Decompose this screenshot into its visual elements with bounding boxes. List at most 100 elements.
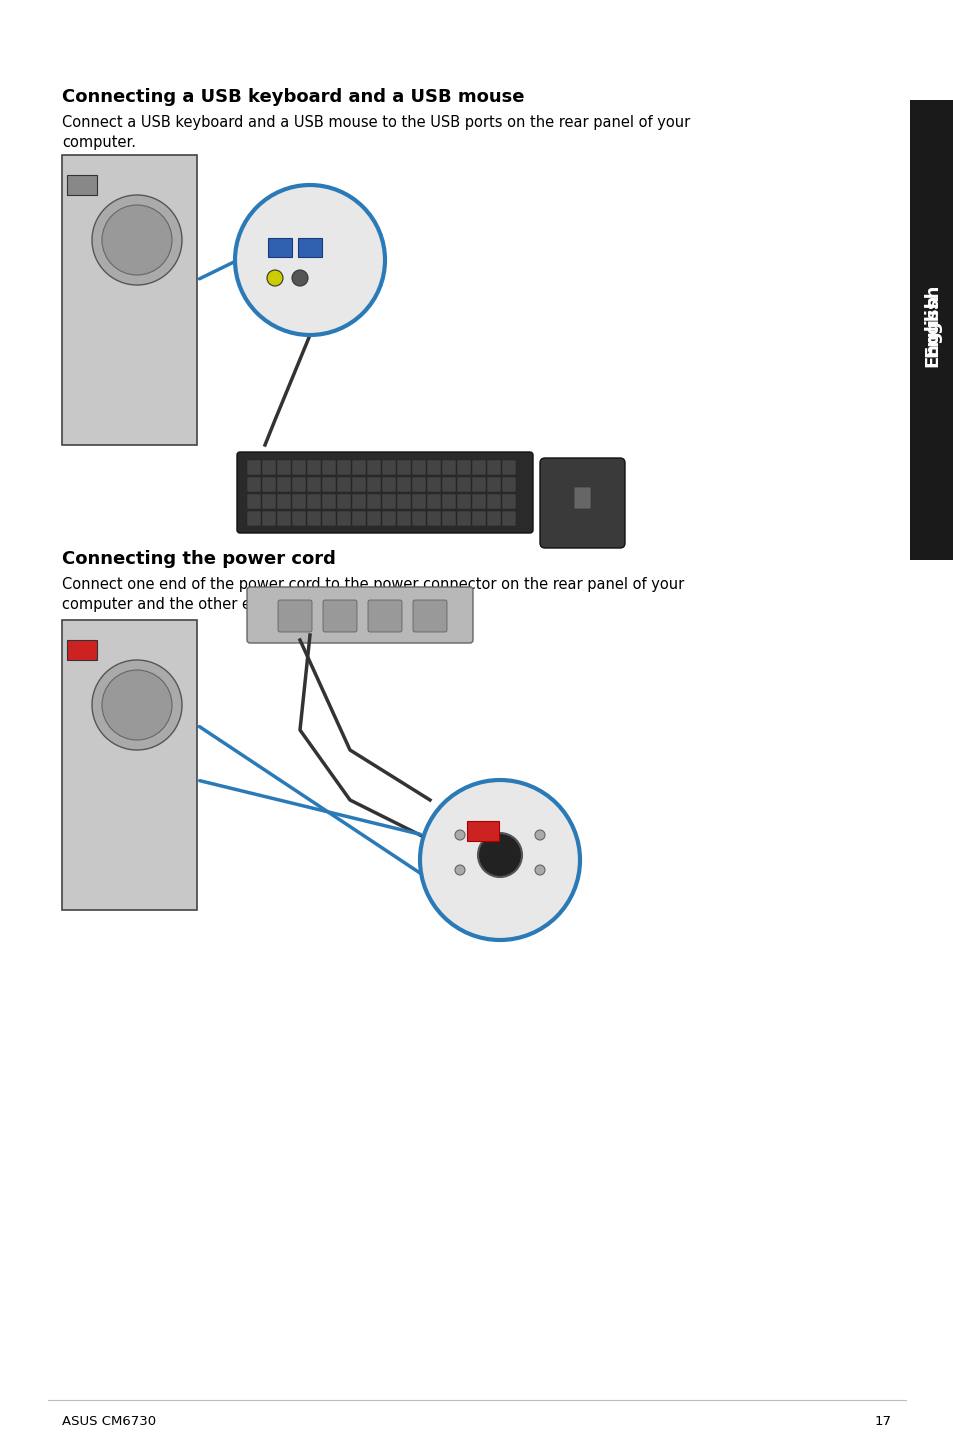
FancyBboxPatch shape (62, 620, 196, 910)
FancyBboxPatch shape (67, 175, 97, 196)
FancyBboxPatch shape (501, 495, 516, 509)
FancyBboxPatch shape (472, 510, 485, 526)
FancyBboxPatch shape (486, 510, 500, 526)
FancyBboxPatch shape (292, 477, 306, 492)
FancyBboxPatch shape (62, 155, 196, 444)
FancyBboxPatch shape (292, 510, 306, 526)
FancyBboxPatch shape (467, 821, 498, 841)
FancyBboxPatch shape (268, 239, 292, 257)
Circle shape (102, 670, 172, 741)
FancyBboxPatch shape (336, 477, 351, 492)
FancyBboxPatch shape (292, 460, 306, 475)
FancyBboxPatch shape (276, 495, 291, 509)
FancyBboxPatch shape (381, 495, 395, 509)
FancyBboxPatch shape (427, 510, 440, 526)
FancyBboxPatch shape (292, 495, 306, 509)
FancyBboxPatch shape (352, 495, 366, 509)
FancyBboxPatch shape (307, 460, 320, 475)
FancyBboxPatch shape (276, 460, 291, 475)
FancyBboxPatch shape (456, 495, 471, 509)
FancyBboxPatch shape (501, 460, 516, 475)
FancyBboxPatch shape (413, 600, 447, 631)
Text: Connect one end of the power cord to the power connector on the rear panel of yo: Connect one end of the power cord to the… (62, 577, 683, 611)
FancyBboxPatch shape (247, 587, 473, 643)
FancyBboxPatch shape (367, 477, 380, 492)
Text: Connect a USB keyboard and a USB mouse to the USB ports on the rear panel of you: Connect a USB keyboard and a USB mouse t… (62, 115, 690, 150)
FancyBboxPatch shape (336, 510, 351, 526)
Circle shape (535, 866, 544, 874)
FancyBboxPatch shape (909, 101, 953, 559)
FancyBboxPatch shape (247, 477, 261, 492)
FancyBboxPatch shape (368, 600, 401, 631)
FancyBboxPatch shape (412, 495, 426, 509)
FancyBboxPatch shape (412, 477, 426, 492)
FancyBboxPatch shape (472, 477, 485, 492)
Circle shape (455, 866, 464, 874)
Text: 17: 17 (874, 1415, 891, 1428)
FancyBboxPatch shape (574, 487, 590, 509)
FancyBboxPatch shape (262, 460, 275, 475)
FancyBboxPatch shape (247, 510, 261, 526)
FancyBboxPatch shape (441, 510, 456, 526)
FancyBboxPatch shape (472, 495, 485, 509)
FancyBboxPatch shape (67, 640, 97, 660)
FancyBboxPatch shape (412, 510, 426, 526)
Circle shape (267, 270, 283, 286)
FancyBboxPatch shape (381, 477, 395, 492)
FancyBboxPatch shape (307, 510, 320, 526)
FancyBboxPatch shape (352, 460, 366, 475)
FancyBboxPatch shape (909, 101, 953, 559)
Text: English: English (923, 293, 940, 367)
FancyBboxPatch shape (262, 477, 275, 492)
FancyBboxPatch shape (456, 460, 471, 475)
FancyBboxPatch shape (427, 460, 440, 475)
Circle shape (419, 779, 579, 940)
FancyBboxPatch shape (247, 495, 261, 509)
Circle shape (292, 270, 308, 286)
FancyBboxPatch shape (396, 460, 411, 475)
Text: Connecting a USB keyboard and a USB mouse: Connecting a USB keyboard and a USB mous… (62, 88, 524, 106)
FancyBboxPatch shape (412, 460, 426, 475)
FancyBboxPatch shape (297, 239, 322, 257)
FancyBboxPatch shape (367, 510, 380, 526)
FancyBboxPatch shape (486, 460, 500, 475)
FancyBboxPatch shape (336, 495, 351, 509)
FancyBboxPatch shape (307, 477, 320, 492)
FancyBboxPatch shape (381, 510, 395, 526)
FancyBboxPatch shape (352, 477, 366, 492)
FancyBboxPatch shape (441, 495, 456, 509)
FancyBboxPatch shape (322, 510, 335, 526)
FancyBboxPatch shape (539, 457, 624, 548)
Circle shape (234, 186, 385, 335)
FancyBboxPatch shape (262, 495, 275, 509)
FancyBboxPatch shape (307, 495, 320, 509)
FancyBboxPatch shape (456, 477, 471, 492)
FancyBboxPatch shape (276, 510, 291, 526)
FancyBboxPatch shape (396, 477, 411, 492)
FancyBboxPatch shape (441, 477, 456, 492)
Circle shape (91, 660, 182, 751)
FancyBboxPatch shape (277, 600, 312, 631)
FancyBboxPatch shape (276, 477, 291, 492)
Text: Connecting the power cord: Connecting the power cord (62, 549, 335, 568)
FancyBboxPatch shape (236, 452, 533, 533)
FancyBboxPatch shape (336, 460, 351, 475)
FancyBboxPatch shape (396, 495, 411, 509)
FancyBboxPatch shape (367, 460, 380, 475)
FancyBboxPatch shape (322, 460, 335, 475)
FancyBboxPatch shape (456, 510, 471, 526)
FancyBboxPatch shape (323, 600, 356, 631)
FancyBboxPatch shape (427, 495, 440, 509)
FancyBboxPatch shape (427, 477, 440, 492)
FancyBboxPatch shape (247, 460, 261, 475)
Text: English: English (923, 283, 940, 357)
FancyBboxPatch shape (396, 510, 411, 526)
Circle shape (477, 833, 521, 877)
Circle shape (91, 196, 182, 285)
FancyBboxPatch shape (322, 495, 335, 509)
FancyBboxPatch shape (262, 510, 275, 526)
FancyBboxPatch shape (501, 477, 516, 492)
FancyBboxPatch shape (352, 510, 366, 526)
FancyBboxPatch shape (501, 510, 516, 526)
FancyBboxPatch shape (322, 477, 335, 492)
